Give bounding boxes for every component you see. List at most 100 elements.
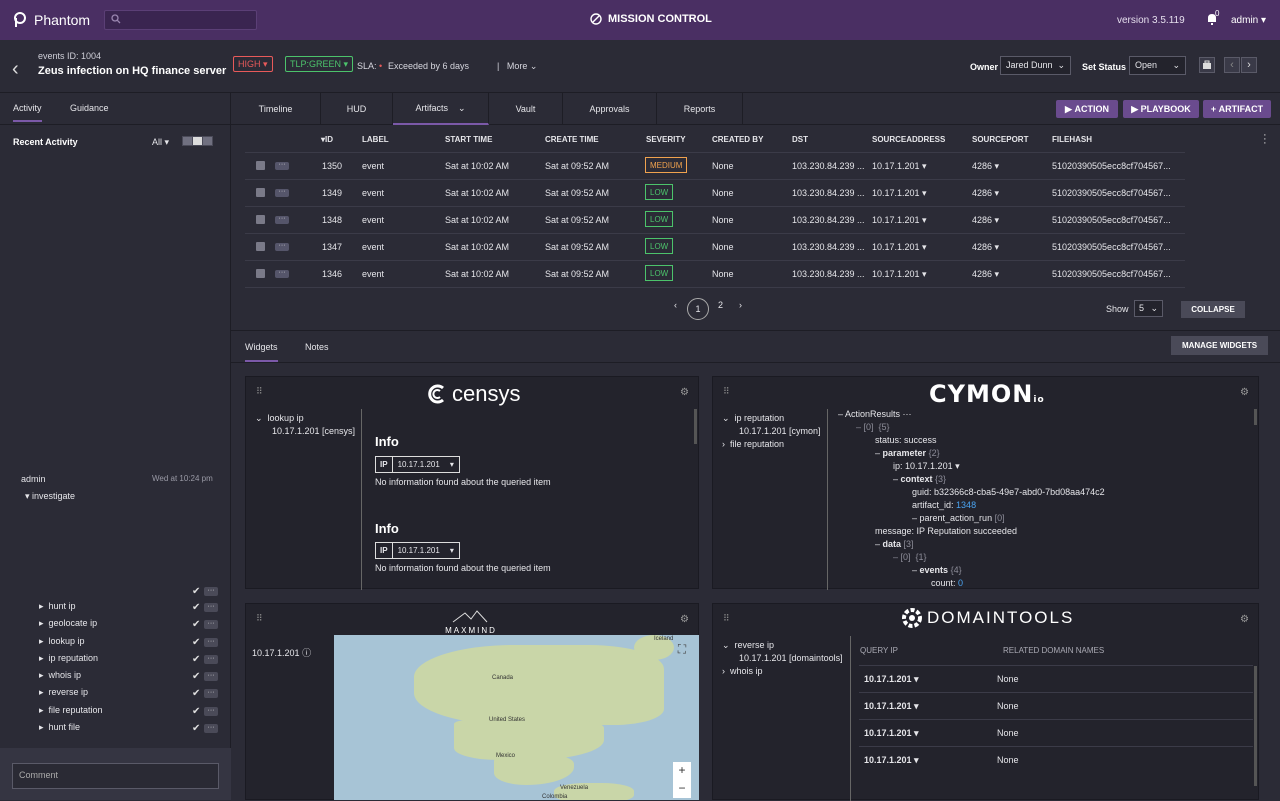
bell-icon[interactable] bbox=[1205, 12, 1219, 26]
cell-dst[interactable]: 103.230.84.239 ... bbox=[792, 188, 865, 198]
phantom-logo[interactable]: Phantom bbox=[12, 11, 90, 29]
cymon-target[interactable]: 10.17.1.201 [cymon] bbox=[739, 426, 821, 436]
severity-tag[interactable]: HIGH ▾ bbox=[233, 56, 273, 72]
result-root[interactable]: – ActionResults ··· bbox=[838, 409, 912, 419]
tab-notes[interactable]: Notes bbox=[305, 342, 329, 352]
info-icon[interactable]: ⓘ bbox=[302, 648, 312, 658]
ip-badge[interactable]: IP 10.17.1.201 ▾ bbox=[375, 542, 460, 559]
row-checkbox[interactable] bbox=[256, 215, 265, 224]
row-checkbox[interactable] bbox=[256, 161, 265, 170]
col-id[interactable]: ▾ID bbox=[321, 135, 334, 144]
cell-dst[interactable]: 103.230.84.239 ... bbox=[792, 161, 865, 171]
more-icon[interactable]: ··· bbox=[204, 620, 218, 629]
drag-handle-icon[interactable]: ⠿ bbox=[256, 613, 263, 623]
domaintools-action[interactable]: › whois ip bbox=[722, 666, 763, 676]
more-icon[interactable]: ··· bbox=[204, 638, 218, 647]
cell-filehash[interactable]: 51020390505ecc8cf704567... bbox=[1052, 269, 1171, 279]
view-toggle[interactable] bbox=[182, 136, 213, 146]
table-row[interactable]: ··· 1347 event Sat at 10:02 AM Sat at 09:52 … bbox=[245, 233, 1185, 260]
tree-item[interactable]: ▸ file reputation bbox=[39, 705, 103, 715]
tree-item[interactable]: ▸ reverse ip bbox=[39, 687, 89, 697]
ip-badge[interactable]: IP 10.17.1.201 ▾ bbox=[375, 456, 460, 473]
tree-item[interactable]: ▸ hunt file bbox=[39, 722, 81, 732]
cell-sourceport[interactable]: 4286 ▾ bbox=[972, 269, 1000, 279]
owner-select[interactable]: Jared Dunn ⌄ bbox=[1000, 56, 1071, 75]
tab-approvals[interactable]: Approvals bbox=[563, 93, 657, 125]
row-menu-icon[interactable]: ··· bbox=[275, 269, 289, 278]
table-row[interactable]: 10.17.1.201 ▾ None bbox=[859, 692, 1253, 719]
cell-query-ip[interactable]: 10.17.1.201 ▾ bbox=[864, 674, 919, 684]
domaintools-target[interactable]: 10.17.1.201 [domaintools] bbox=[739, 653, 843, 663]
row-menu-icon[interactable]: ··· bbox=[275, 215, 289, 224]
table-row[interactable]: ··· 1349 event Sat at 10:02 AM Sat at 09:52 … bbox=[245, 179, 1185, 206]
cymon-action[interactable]: › file reputation bbox=[722, 439, 785, 449]
tab-hud[interactable]: HUD bbox=[321, 93, 393, 125]
status-select[interactable]: Open ⌄ bbox=[1129, 56, 1186, 75]
scrollbar[interactable] bbox=[694, 409, 697, 444]
col-sourceaddress[interactable]: SOURCEADDRESS bbox=[872, 135, 946, 144]
cell-sourceport[interactable]: 4286 ▾ bbox=[972, 215, 1000, 225]
cell-sourceaddress[interactable]: 10.17.1.201 ▾ bbox=[872, 188, 927, 198]
more-icon[interactable]: ··· bbox=[204, 689, 218, 698]
gear-icon[interactable]: ⚙ bbox=[680, 614, 689, 625]
tab-activity[interactable]: Activity bbox=[13, 103, 42, 122]
censys-action[interactable]: ⌄ lookup ip bbox=[255, 413, 304, 423]
more-icon[interactable]: ··· bbox=[204, 587, 218, 596]
cell-dst[interactable]: 103.230.84.239 ... bbox=[792, 269, 865, 279]
cell-sourceaddress[interactable]: 10.17.1.201 ▾ bbox=[872, 161, 927, 171]
next-event-icon[interactable]: › bbox=[1241, 57, 1257, 73]
tree-item[interactable]: ▸ ip reputation bbox=[39, 653, 99, 663]
cell-dst[interactable]: 103.230.84.239 ... bbox=[792, 242, 865, 252]
collapse-button[interactable]: COLLAPSE bbox=[1181, 301, 1245, 318]
search-input[interactable] bbox=[104, 10, 257, 30]
result-node[interactable]: – events {4} bbox=[912, 565, 962, 575]
cell-filehash[interactable]: 51020390505ecc8cf704567... bbox=[1052, 242, 1171, 252]
table-row[interactable]: ··· 1346 event Sat at 10:02 AM Sat at 09:52 … bbox=[245, 260, 1185, 287]
cell-query-ip[interactable]: 10.17.1.201 ▾ bbox=[864, 728, 919, 738]
result-node[interactable]: – context {3} bbox=[893, 474, 947, 484]
back-arrow-icon[interactable]: ‹ bbox=[12, 58, 19, 80]
comment-input[interactable]: Comment bbox=[12, 763, 219, 789]
tree-item[interactable]: ▸ lookup ip bbox=[39, 636, 85, 646]
col-start-time[interactable]: START TIME bbox=[445, 135, 493, 144]
col-query-ip[interactable]: QUERY IP bbox=[860, 646, 898, 655]
maxmind-ip[interactable]: 10.17.1.201 ⓘ bbox=[252, 646, 311, 659]
prev-page-icon[interactable]: ‹ bbox=[674, 300, 677, 310]
page-1[interactable]: 1 bbox=[687, 298, 709, 320]
cell-filehash[interactable]: 51020390505ecc8cf704567... bbox=[1052, 188, 1171, 198]
more-icon[interactable]: ··· bbox=[204, 724, 218, 733]
drag-handle-icon[interactable]: ⠿ bbox=[723, 386, 730, 396]
activity-filter[interactable]: All ▾ bbox=[152, 137, 170, 147]
result-ip[interactable]: ip: 10.17.1.201 ▾ bbox=[893, 461, 960, 471]
col-created-by[interactable]: CREATED BY bbox=[712, 135, 764, 144]
more-icon[interactable]: ··· bbox=[204, 655, 218, 664]
briefcase-icon[interactable] bbox=[1199, 57, 1215, 73]
domaintools-action[interactable]: ⌄ reverse ip bbox=[722, 640, 775, 650]
drag-handle-icon[interactable]: ⠿ bbox=[256, 386, 263, 396]
next-page-icon[interactable]: › bbox=[739, 300, 742, 310]
row-checkbox[interactable] bbox=[256, 269, 265, 278]
result-node[interactable]: – parent_action_run [0] bbox=[912, 513, 1005, 523]
result-node[interactable]: – data [3] bbox=[875, 539, 914, 549]
page-2[interactable]: 2 bbox=[718, 300, 724, 310]
map-view[interactable]: Iceland Canada United States Mexico Vene… bbox=[334, 635, 699, 800]
censys-target[interactable]: 10.17.1.201 [censys] bbox=[272, 426, 356, 436]
cell-sourceport[interactable]: 4286 ▾ bbox=[972, 161, 1000, 171]
cell-sourceaddress[interactable]: 10.17.1.201 ▾ bbox=[872, 215, 927, 225]
col-dst[interactable]: DST bbox=[792, 135, 808, 144]
row-menu-icon[interactable]: ··· bbox=[275, 161, 289, 170]
view-option[interactable] bbox=[183, 137, 192, 145]
cell-filehash[interactable]: 51020390505ecc8cf704567... bbox=[1052, 215, 1171, 225]
scrollbar[interactable] bbox=[1254, 409, 1257, 425]
cell-sourceport[interactable]: 4286 ▾ bbox=[972, 188, 1000, 198]
playbook-button[interactable]: ▶ PLAYBOOK bbox=[1123, 100, 1199, 118]
gear-icon[interactable]: ⚙ bbox=[1240, 614, 1249, 625]
row-menu-icon[interactable]: ··· bbox=[275, 188, 289, 197]
drag-handle-icon[interactable]: ⠿ bbox=[723, 613, 730, 623]
tab-vault[interactable]: Vault bbox=[489, 93, 563, 125]
view-option[interactable] bbox=[203, 137, 212, 145]
tree-item[interactable]: ▸ whois ip bbox=[39, 670, 82, 680]
fullscreen-icon[interactable]: ⛶ bbox=[677, 642, 687, 656]
col-related-domains[interactable]: RELATED DOMAIN NAMES bbox=[1003, 646, 1105, 655]
col-severity[interactable]: SEVERITY bbox=[646, 135, 686, 144]
